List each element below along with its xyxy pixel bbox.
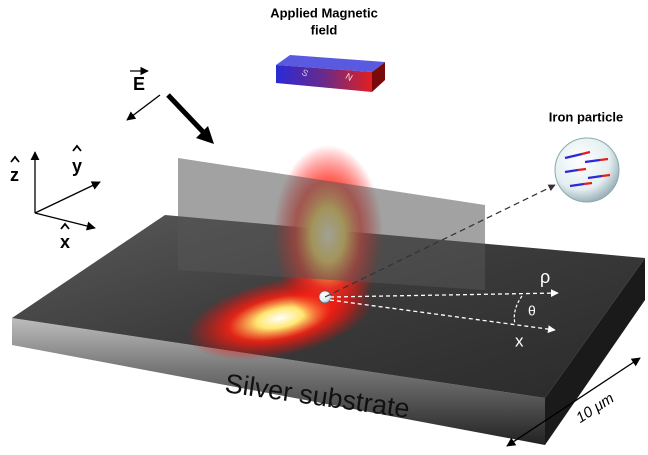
- unit-hat: [73, 146, 81, 151]
- x-direction-label: x: [515, 331, 524, 350]
- magnet-title: field: [311, 22, 338, 37]
- e-field-label: E: [133, 74, 145, 94]
- theta-label: θ: [528, 303, 536, 319]
- y-axis: [35, 182, 100, 213]
- iron-particle: [555, 138, 619, 202]
- diagram: ρ θ x Silver substrate S N Applied Magne…: [0, 0, 648, 455]
- rho-label: ρ: [540, 267, 550, 287]
- scale-label: 10 μm: [573, 390, 617, 427]
- iron-particle-label: Iron particle: [549, 109, 623, 124]
- unit-hat: [11, 157, 19, 162]
- axis-label: y: [72, 156, 82, 176]
- magnet-title: Applied Magnetic: [270, 5, 378, 20]
- propagation-arrow: [168, 95, 206, 135]
- x-axis: [35, 213, 95, 228]
- e-field-axis: [127, 95, 160, 120]
- unit-hat: [61, 224, 69, 229]
- axis-label: z: [10, 165, 19, 185]
- axis-label: x: [60, 232, 70, 252]
